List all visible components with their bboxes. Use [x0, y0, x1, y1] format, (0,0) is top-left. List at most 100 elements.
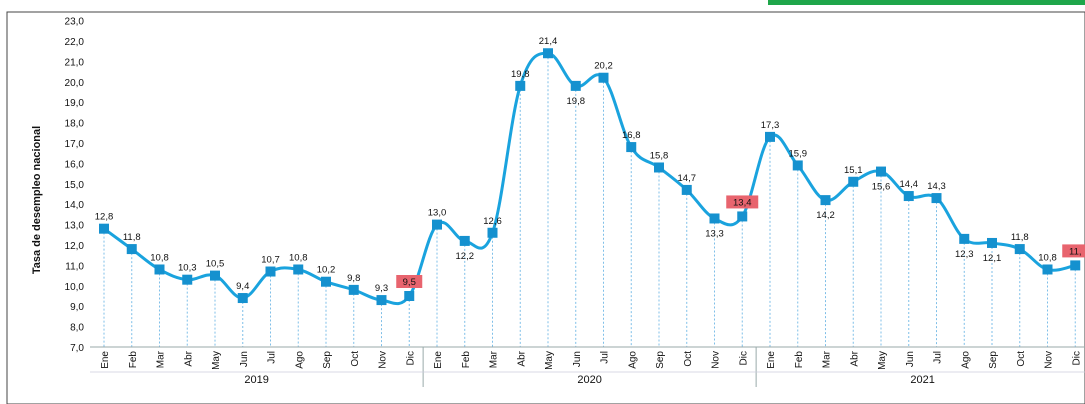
data-label: 9,3 [375, 283, 388, 294]
data-point [321, 276, 331, 287]
dash-lines [103, 53, 1076, 347]
markers [99, 48, 1081, 306]
data-point [126, 244, 137, 255]
data-label: 15,6 [872, 182, 891, 193]
month-tick-label: May [877, 351, 888, 370]
highlight-badge [396, 275, 423, 288]
y-tick-label: 9,0 [70, 302, 84, 313]
data-label: 19,8 [511, 69, 530, 80]
highlight-badge [1062, 244, 1085, 258]
month-tick-label: Jul [600, 351, 611, 364]
data-point [543, 48, 553, 59]
data-label: 11, [1069, 246, 1082, 257]
data-point [99, 223, 109, 234]
data-point [876, 166, 886, 177]
month-tick-label: Dic [1071, 351, 1082, 365]
data-point [987, 237, 997, 248]
y-tick-label: 16,0 [65, 159, 85, 170]
data-point [654, 162, 664, 173]
data-label: 20,2 [594, 61, 613, 72]
data-label: 14,7 [678, 173, 697, 184]
month-tick-label: Ago [960, 351, 971, 369]
year-label: 2019 [244, 374, 268, 386]
data-label: 12,8 [95, 212, 114, 223]
month-tick-label: Nov [711, 351, 722, 369]
data-label: 12,3 [955, 249, 974, 260]
data-label: 14,3 [927, 181, 946, 192]
data-label: 13,4 [733, 197, 752, 208]
month-tick-label: Ago [627, 351, 638, 369]
data-label: 13,3 [705, 228, 724, 239]
month-tick-label: May [544, 351, 555, 370]
month-labels: Ene Feb Mar Abr May Jun Jul Ago Sep Oct Nov Dic Ene F… [100, 350, 1082, 370]
data-point [709, 213, 720, 224]
month-tick-label: Jul [267, 351, 278, 364]
data-point [459, 235, 470, 246]
data-point [598, 72, 609, 83]
data-point [681, 184, 692, 195]
data-label: 9,5 [403, 277, 416, 288]
y-tick-label: 12,0 [65, 241, 85, 252]
data-label: 16,8 [622, 130, 641, 141]
y-tick-label: 11,0 [65, 261, 84, 272]
data-point [765, 131, 775, 142]
data-label: 11,8 [1011, 232, 1029, 243]
data-labels: 12,8 11,8 10,8 10,3 10,5 9,4 10,7 10,8 10,2 9,8 9,… [95, 36, 1085, 294]
year-label: 2020 [577, 374, 601, 386]
data-label: 11,8 [123, 232, 141, 243]
month-tick-label: Ene [433, 351, 444, 369]
month-tick-label: Mar [822, 350, 833, 368]
month-tick-label: Sep [322, 351, 333, 369]
data-label: 10,8 [1038, 252, 1057, 263]
accent-bar [768, 0, 1085, 5]
month-tick-label: Abr [516, 350, 527, 366]
data-point [348, 284, 359, 295]
month-tick-label: Jul [933, 351, 944, 364]
data-label: 10,8 [150, 252, 169, 263]
y-tick-label: 17,0 [65, 139, 85, 150]
data-label: 10,3 [178, 263, 197, 274]
data-point [154, 264, 165, 275]
data-point [570, 80, 581, 91]
year-label: 2021 [910, 374, 934, 386]
data-point [626, 142, 637, 153]
data-point [1070, 260, 1081, 271]
data-point [1014, 244, 1025, 255]
data-label: 10,7 [261, 255, 280, 266]
data-point [931, 193, 942, 204]
data-point [515, 80, 526, 91]
data-label: 9,4 [236, 281, 249, 292]
y-tick-label: 23,0 [65, 17, 85, 28]
data-point [237, 293, 248, 304]
data-point [792, 160, 803, 171]
month-tick-label: Feb [794, 351, 805, 369]
month-tick-label: Jun [572, 351, 583, 367]
month-tick-label: Mar [489, 350, 500, 368]
y-tick-label: 18,0 [65, 119, 85, 130]
data-label: 10,5 [206, 259, 225, 270]
data-label: 19,8 [567, 96, 586, 107]
data-label: 10,2 [317, 265, 336, 276]
month-tick-label: Abr [183, 350, 194, 366]
data-point [487, 227, 498, 238]
y-tick-label: 14,0 [65, 200, 85, 211]
data-point [265, 266, 276, 277]
data-point [1042, 264, 1053, 275]
y-tick-label: 22,0 [65, 37, 85, 48]
month-tick-label: Jun [239, 351, 250, 367]
x-axis [90, 346, 1085, 387]
data-point [293, 264, 304, 275]
month-tick-label: Oct [683, 351, 694, 367]
month-tick-label: Ene [766, 351, 777, 369]
month-tick-label: Sep [655, 351, 666, 369]
series-line [102, 51, 1077, 306]
data-point [820, 195, 831, 206]
y-tick-label: 7,0 [70, 343, 84, 354]
data-point [959, 233, 970, 244]
month-tick-label: Abr [849, 350, 860, 366]
data-point [182, 274, 193, 285]
y-tick-label: 10,0 [65, 282, 85, 293]
data-point [432, 219, 442, 230]
month-tick-label: Oct [350, 351, 361, 367]
